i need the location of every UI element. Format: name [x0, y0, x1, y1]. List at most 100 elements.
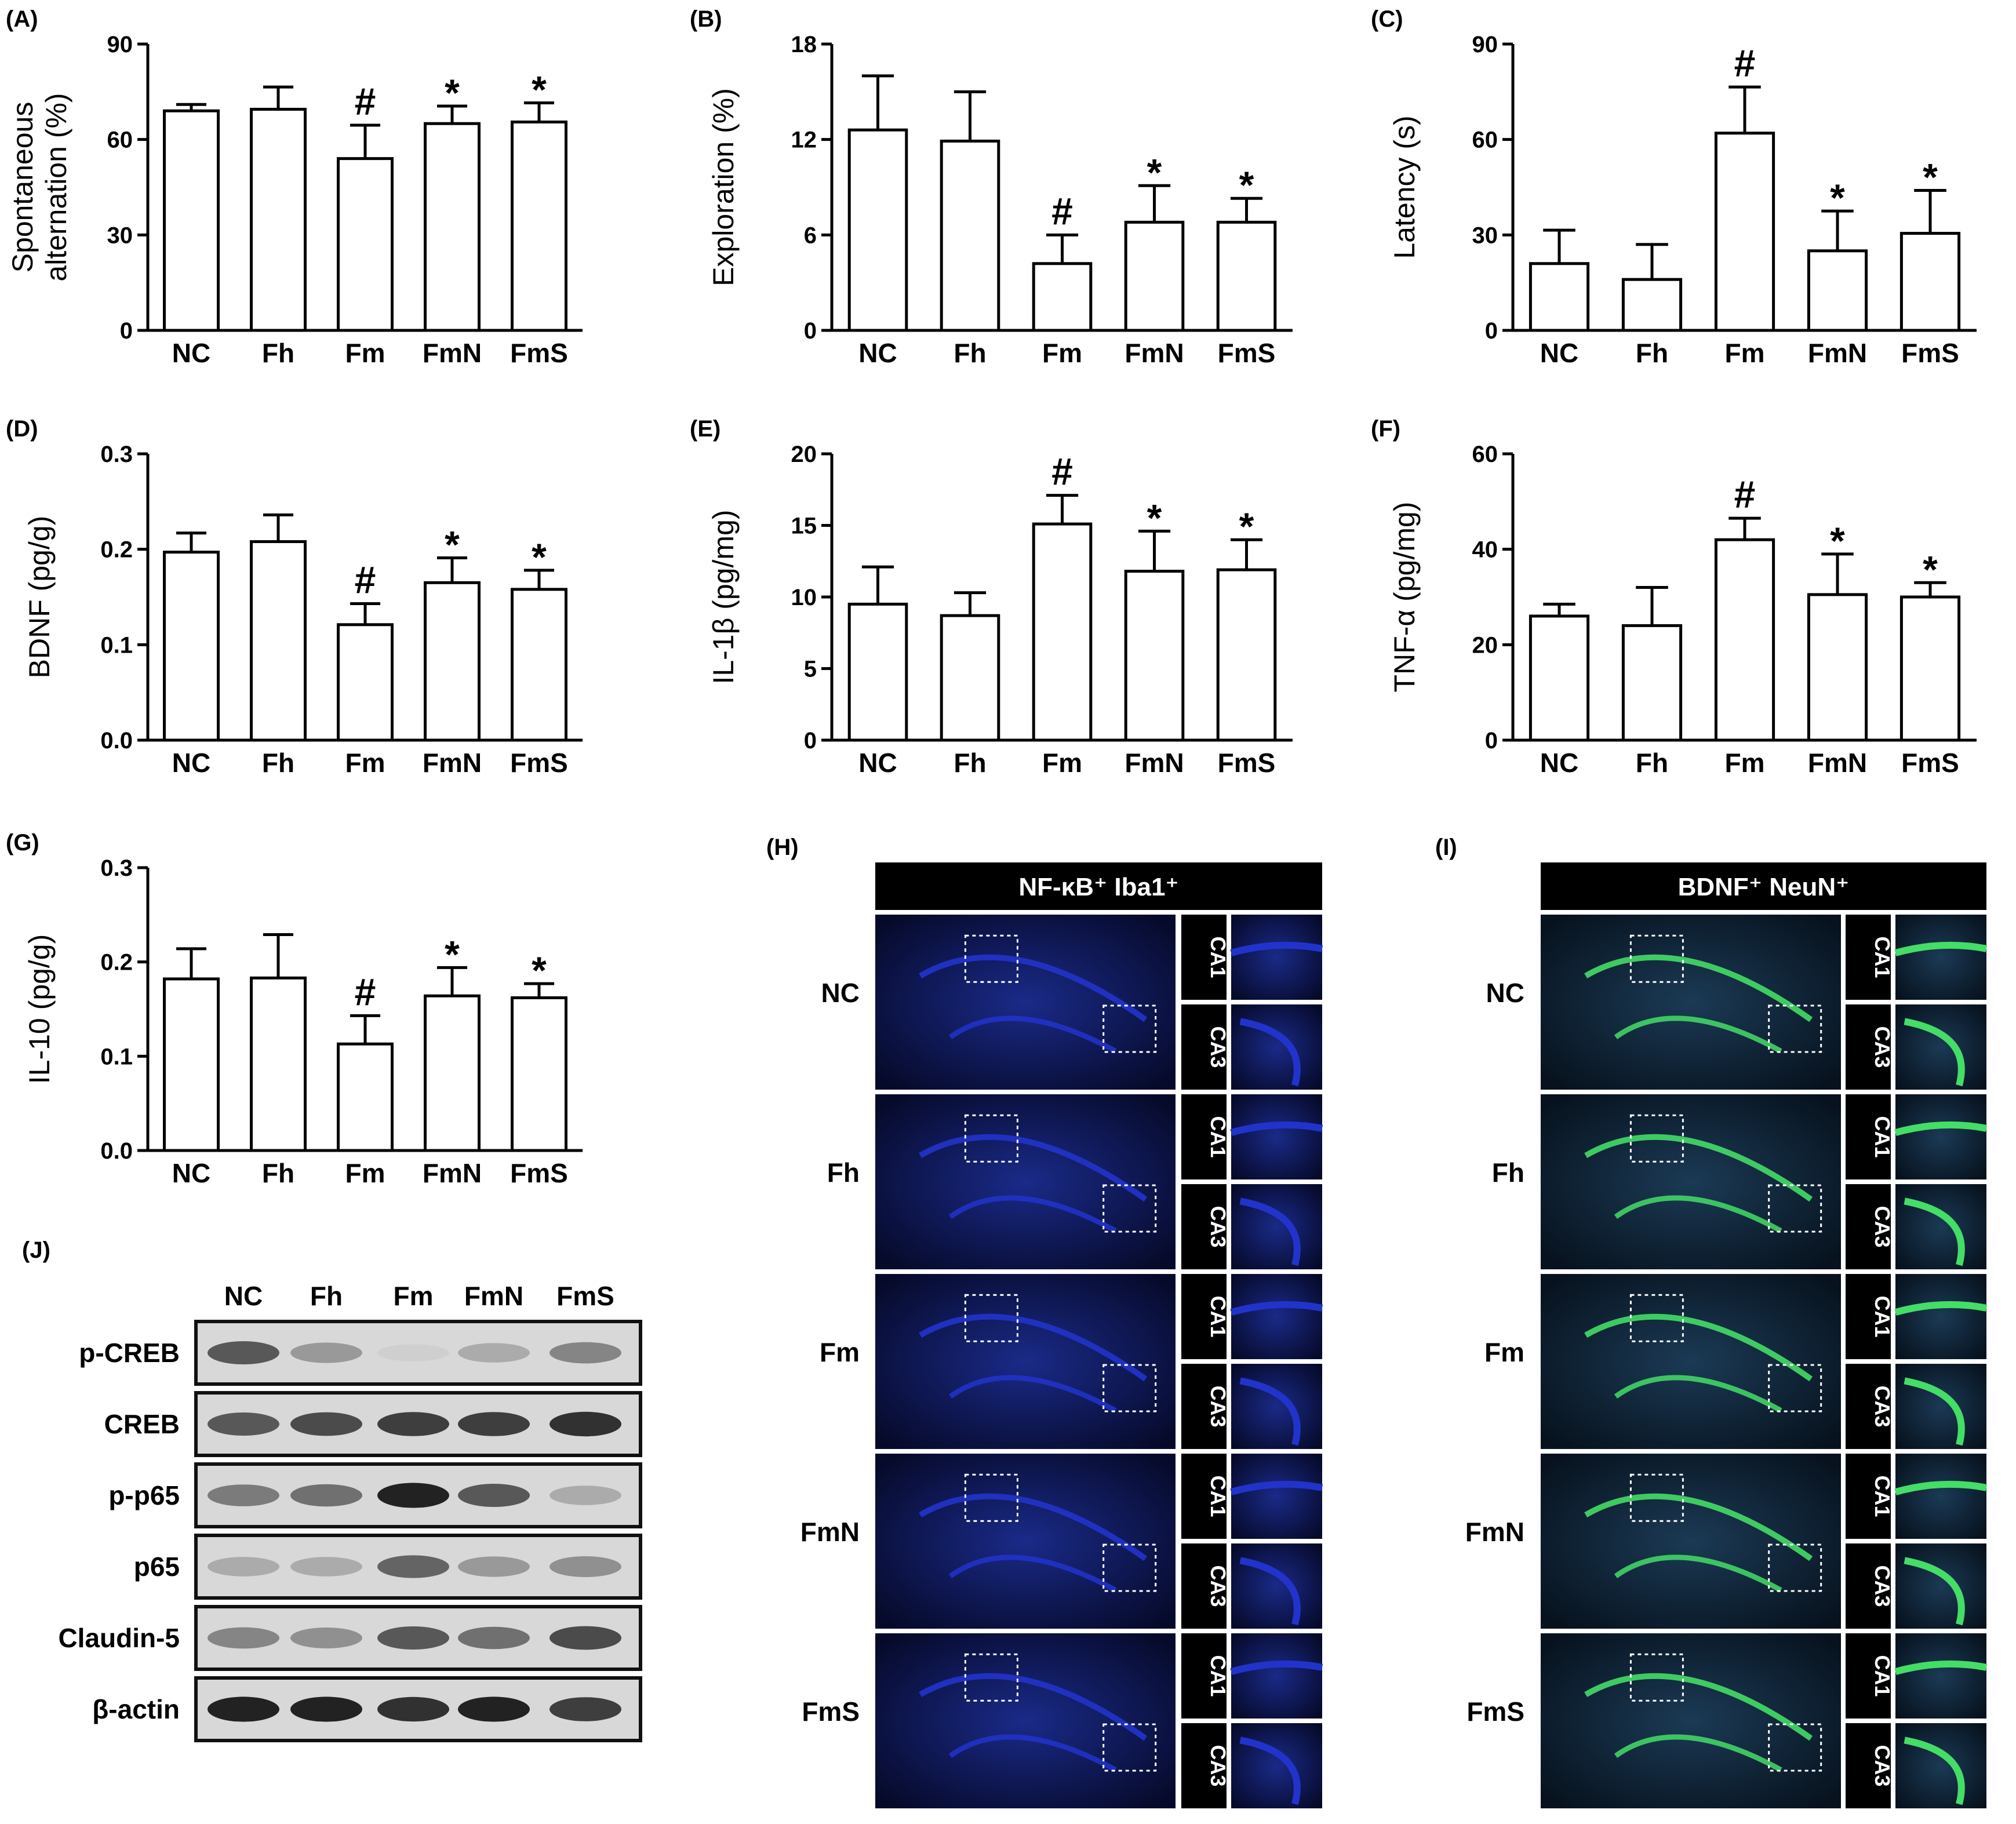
x-tick-label: Fm	[345, 1158, 385, 1188]
bar	[940, 139, 1000, 332]
x-tick-label: Fh	[262, 338, 294, 368]
bar	[337, 1042, 394, 1152]
zoom-image	[1231, 915, 1322, 1000]
region-label: CA1	[1206, 936, 1230, 978]
blot-row-label: Claudin-5	[58, 1623, 180, 1653]
chart-b: (B) 0 6 12 18 Exploration (%) NC Fh Fm # FmN * FmS *	[690, 6, 1293, 368]
y-tick-label: 90	[107, 32, 133, 57]
blot-band	[290, 1557, 362, 1577]
zoom-image	[1231, 1094, 1322, 1179]
region-tag	[1846, 1184, 1891, 1269]
significance-mark: #	[1734, 42, 1756, 85]
tissue-ca-band	[1584, 954, 1813, 1022]
significance-mark: *	[1239, 505, 1254, 548]
region-tag	[1181, 1543, 1227, 1629]
zoom-band	[1239, 1377, 1301, 1446]
tissue-ca-band	[1584, 1313, 1813, 1382]
bar	[250, 976, 307, 1152]
region-label: CA1	[1871, 1655, 1894, 1696]
zoom-band	[1894, 1660, 1988, 1675]
zoom-image	[1231, 1274, 1322, 1359]
ca3-box	[1768, 1723, 1822, 1772]
tissue-ca-band	[1584, 1493, 1813, 1561]
zoom-image	[1231, 1004, 1322, 1090]
image-row: NC CA1 CA3	[1486, 915, 1988, 1090]
blot-band	[458, 1696, 530, 1722]
blot-band	[290, 1412, 362, 1436]
chart-g: (G) 0.0 0.1 0.2 0.3 IL-10 (pg/g) NC Fh Fm # FmN * Fm…	[6, 830, 583, 1188]
significance-mark: *	[532, 68, 547, 111]
tissue-ca-band	[1584, 1673, 1813, 1741]
region-label: CA3	[1871, 1565, 1894, 1607]
y-tick-label: 0	[1485, 318, 1498, 344]
y-axis-label: Exploration (%)	[707, 88, 740, 286]
zoom-image	[1895, 1454, 1986, 1539]
zoom-image	[1895, 1004, 1986, 1090]
tissue-dg-band	[1614, 1554, 1782, 1593]
zoom-image	[1895, 1543, 1986, 1629]
lane-label: FmS	[556, 1281, 614, 1311]
y-tick-label: 12	[791, 128, 817, 153]
bar	[163, 551, 220, 742]
western-blot-panel: (J) NC Fh Fm FmN FmS p-CREB CREB p-p65 p65 Claudin…	[22, 1237, 642, 1742]
significance-mark: #	[355, 559, 376, 602]
x-tick-label: Fm	[345, 338, 385, 368]
blot-band	[208, 1484, 279, 1506]
bar	[337, 623, 394, 742]
y-tick-label: 20	[791, 442, 817, 467]
zoom-band	[1904, 1557, 1965, 1626]
bar	[511, 588, 567, 742]
ca1-box	[1629, 1114, 1684, 1163]
ca3-box	[1102, 1004, 1157, 1053]
zoom-image	[1895, 1094, 1986, 1179]
y-tick-label: 40	[1472, 537, 1498, 563]
panel-title: NF-κB⁺ Iba1⁺	[1018, 873, 1178, 901]
bar	[337, 157, 394, 332]
x-tick-label: FmN	[423, 1158, 482, 1188]
x-tick-label: FmS	[1218, 748, 1276, 778]
x-tick-label: NC	[1540, 338, 1578, 368]
significance-mark: *	[1923, 155, 1938, 198]
region-label: CA1	[1871, 936, 1894, 978]
panel-label: (I)	[1435, 835, 1457, 860]
blot-band	[208, 1627, 279, 1649]
tissue-dg-band	[1614, 1734, 1782, 1772]
blot-band	[377, 1696, 449, 1722]
blot-row: p65	[134, 1534, 642, 1600]
region-label: CA3	[1871, 1206, 1894, 1247]
lane-label: FmN	[464, 1281, 523, 1311]
region-tag	[1846, 1543, 1891, 1629]
region-label: CA1	[1871, 1116, 1894, 1157]
blot-row-label: p-p65	[108, 1480, 180, 1510]
bar	[424, 994, 481, 1152]
zoom-image	[1231, 1454, 1322, 1539]
ca3-box	[1102, 1543, 1157, 1592]
bar	[511, 120, 567, 332]
x-tick-label: Fh	[1636, 338, 1668, 368]
region-tag	[1181, 1274, 1227, 1359]
y-tick-label: 90	[1472, 32, 1498, 57]
x-tick-label: FmN	[1125, 748, 1184, 778]
zoom-band	[1904, 1736, 1965, 1805]
ca1-box	[964, 934, 1018, 983]
bar	[1899, 595, 1961, 742]
y-tick-label: 30	[1472, 223, 1498, 248]
region-tag	[1181, 1454, 1227, 1539]
significance-mark: #	[1051, 450, 1073, 493]
region-label: CA1	[1206, 1116, 1230, 1157]
blot-band	[550, 1486, 621, 1505]
region-tag	[1846, 1454, 1891, 1539]
x-tick-label: FmS	[1901, 338, 1959, 368]
y-tick-label: 0	[804, 318, 817, 344]
region-label: CA1	[1206, 1475, 1230, 1517]
tissue-image	[1541, 1633, 1841, 1808]
region-label: CA3	[1871, 1385, 1894, 1427]
bar	[1032, 522, 1093, 742]
significance-mark: *	[445, 71, 460, 114]
group-label: NC	[1486, 978, 1524, 1008]
bar	[1621, 278, 1683, 332]
tissue-image	[1541, 1454, 1841, 1629]
x-tick-label: Fm	[1725, 338, 1765, 368]
bar	[1124, 570, 1185, 742]
ca1-box	[1629, 934, 1684, 983]
